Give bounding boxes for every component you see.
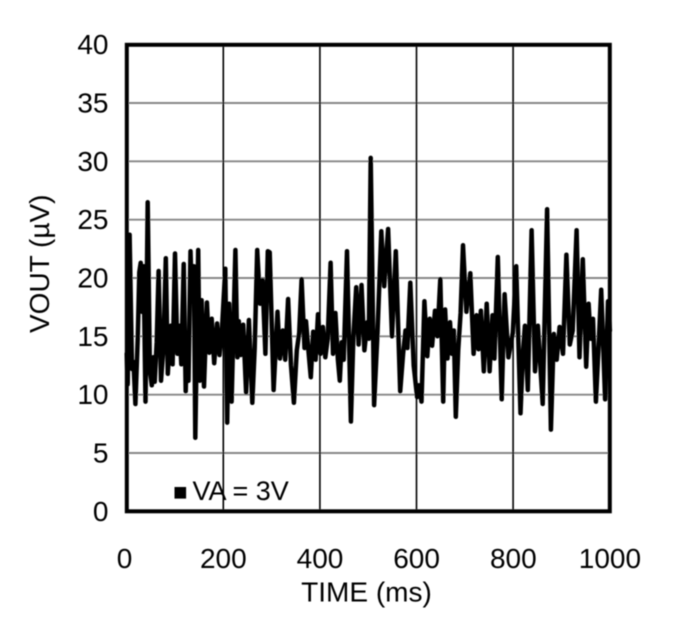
svg-text:TIME (ms): TIME (ms) (301, 577, 432, 608)
svg-text:10: 10 (77, 379, 108, 410)
svg-text:800: 800 (490, 543, 537, 574)
svg-text:VA = 3V: VA = 3V (193, 476, 289, 506)
svg-text:0: 0 (93, 496, 109, 527)
svg-text:35: 35 (77, 88, 108, 119)
svg-text:400: 400 (297, 543, 344, 574)
svg-text:20: 20 (77, 263, 108, 294)
svg-text:30: 30 (77, 146, 108, 177)
svg-text:200: 200 (200, 543, 247, 574)
svg-text:VOUT (µV): VOUT (µV) (24, 194, 55, 333)
svg-text:15: 15 (77, 321, 108, 352)
svg-text:25: 25 (77, 204, 108, 235)
svg-text:1000: 1000 (579, 543, 641, 574)
svg-text:5: 5 (93, 438, 109, 469)
svg-text:40: 40 (77, 29, 108, 60)
svg-text:600: 600 (393, 543, 440, 574)
svg-text:0: 0 (117, 543, 133, 574)
